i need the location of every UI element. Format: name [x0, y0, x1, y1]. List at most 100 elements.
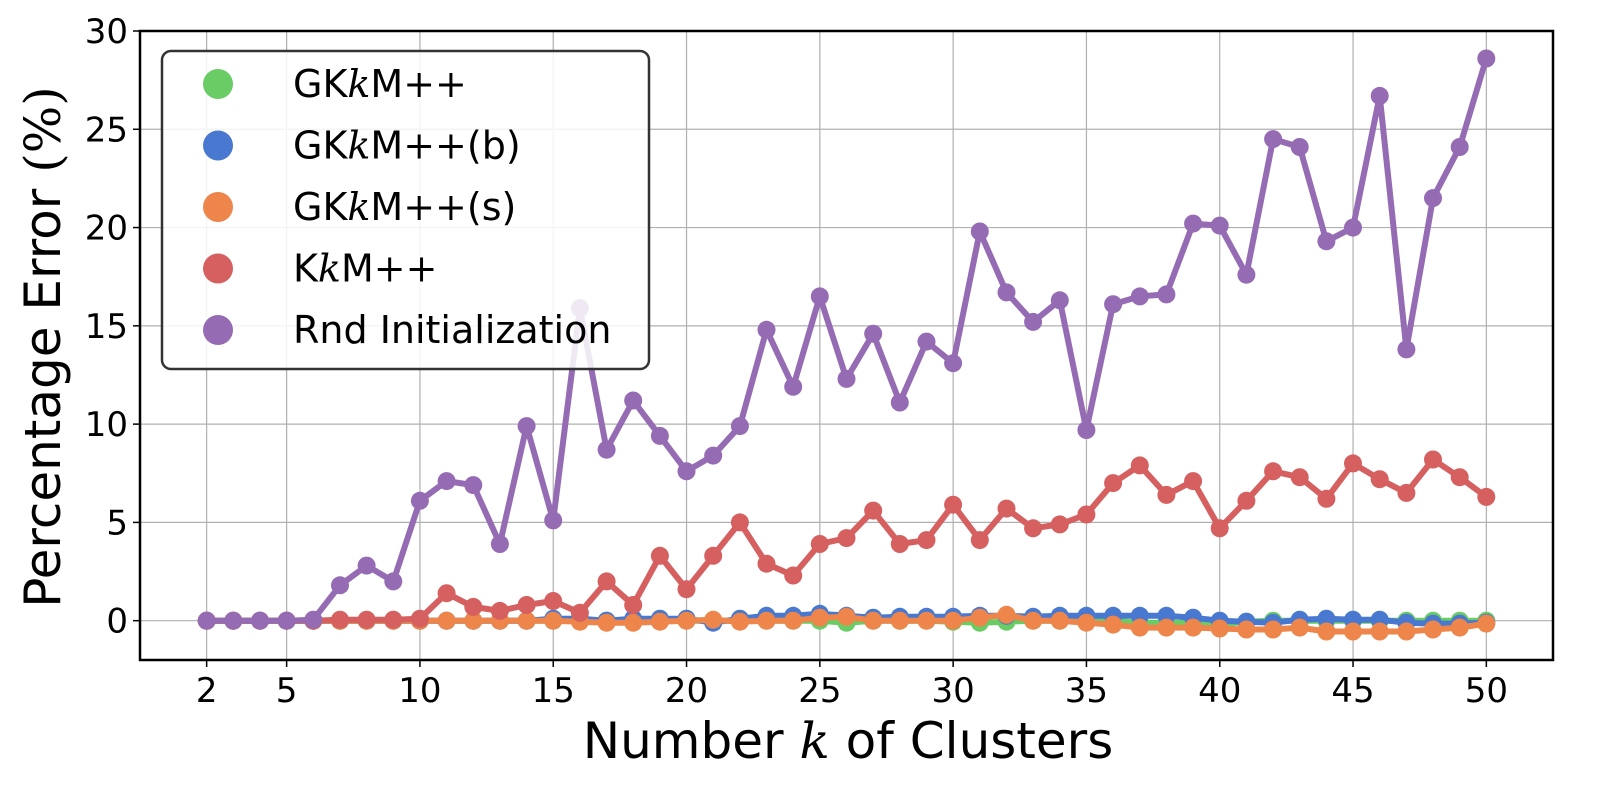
data-point	[890, 393, 909, 412]
legend-label: GKkM++(b)	[293, 124, 521, 168]
data-point	[757, 320, 776, 339]
data-point	[1130, 287, 1149, 306]
x-axis-label: Number k of Clusters	[583, 712, 1114, 770]
y-tick-label: 5	[106, 503, 128, 543]
x-tick-label: 5	[276, 671, 298, 711]
data-point	[784, 377, 803, 396]
data-point	[1290, 468, 1309, 487]
data-point	[1184, 472, 1203, 491]
data-point	[1477, 49, 1496, 68]
data-point	[890, 611, 909, 630]
legend-marker	[203, 69, 233, 99]
data-point	[517, 611, 536, 630]
data-point	[1077, 505, 1096, 524]
data-point	[917, 611, 936, 630]
legend-marker	[203, 253, 233, 284]
data-point	[1264, 620, 1283, 639]
data-point	[624, 596, 643, 614]
data-point	[437, 472, 456, 491]
y-tick-label: 30	[85, 12, 128, 52]
data-point	[997, 283, 1016, 302]
series-4	[197, 49, 1496, 630]
data-point	[757, 554, 776, 573]
data-point	[1184, 618, 1203, 637]
legend: GKkM++ GKkM++(b) GKkM++(s) KkM++ Rnd Initial…	[160, 49, 651, 371]
data-point	[864, 611, 883, 630]
legend-label: GKkM++	[293, 62, 467, 106]
data-point	[1397, 483, 1416, 502]
data-point	[784, 611, 803, 630]
data-point	[704, 446, 723, 465]
data-point	[251, 611, 269, 630]
data-point	[890, 535, 909, 553]
data-point	[650, 426, 669, 445]
data-point	[1264, 130, 1283, 149]
data-point	[197, 611, 216, 630]
data-point	[517, 417, 536, 436]
data-point	[1210, 619, 1229, 638]
y-tick-label: 10	[85, 405, 128, 445]
data-point	[997, 605, 1016, 624]
data-point	[837, 529, 856, 548]
data-point	[1290, 618, 1309, 637]
legend-label: KkM++	[293, 247, 437, 291]
data-point	[1424, 450, 1442, 469]
data-point	[1424, 620, 1442, 639]
data-point	[1317, 609, 1336, 628]
data-point	[517, 596, 536, 614]
data-point	[1157, 285, 1176, 304]
data-point	[1237, 265, 1256, 284]
data-point	[490, 601, 509, 620]
data-point	[1237, 620, 1256, 639]
data-point	[944, 354, 963, 373]
data-point	[730, 417, 749, 436]
legend-label: Rnd Initialization	[293, 308, 611, 352]
data-point	[1050, 611, 1069, 630]
data-point	[624, 391, 643, 410]
data-point	[1024, 611, 1043, 630]
x-tick-label: 2	[196, 671, 218, 711]
data-point	[1104, 295, 1123, 314]
data-point	[437, 611, 456, 630]
legend-marker	[203, 192, 233, 222]
data-point	[677, 462, 696, 481]
data-point	[864, 501, 883, 520]
data-point	[544, 511, 563, 530]
data-point	[1157, 618, 1176, 637]
data-point	[1370, 622, 1389, 641]
data-point	[1077, 421, 1096, 439]
data-point	[1477, 614, 1496, 633]
data-point	[1237, 491, 1256, 510]
data-point	[784, 566, 803, 585]
data-point	[410, 491, 429, 510]
data-point	[1210, 216, 1229, 235]
data-point	[1397, 622, 1416, 641]
data-point	[1344, 218, 1362, 237]
plot-frame	[138, 29, 1555, 662]
data-point	[1424, 189, 1442, 208]
data-point	[917, 531, 936, 550]
data-point	[704, 610, 723, 629]
data-point	[810, 287, 829, 306]
data-point	[970, 608, 989, 627]
legend-marker	[203, 130, 233, 161]
data-point	[650, 612, 669, 631]
data-point	[304, 610, 323, 629]
data-point	[1317, 622, 1336, 641]
data-point	[1104, 474, 1123, 493]
data-point	[624, 613, 643, 632]
y-axis-label: Percentage Error (%)	[14, 86, 72, 607]
data-point	[1344, 622, 1362, 641]
y-tick-label: 15	[85, 307, 128, 347]
data-point	[837, 607, 856, 626]
data-point	[277, 611, 296, 630]
data-point	[410, 609, 429, 628]
series-3	[197, 450, 1496, 630]
data-point	[1104, 615, 1123, 634]
x-tick-label: 50	[1465, 671, 1508, 711]
data-point	[464, 597, 483, 616]
x-tick-label: 45	[1331, 671, 1374, 711]
data-point	[677, 611, 696, 630]
data-point	[1450, 468, 1469, 487]
